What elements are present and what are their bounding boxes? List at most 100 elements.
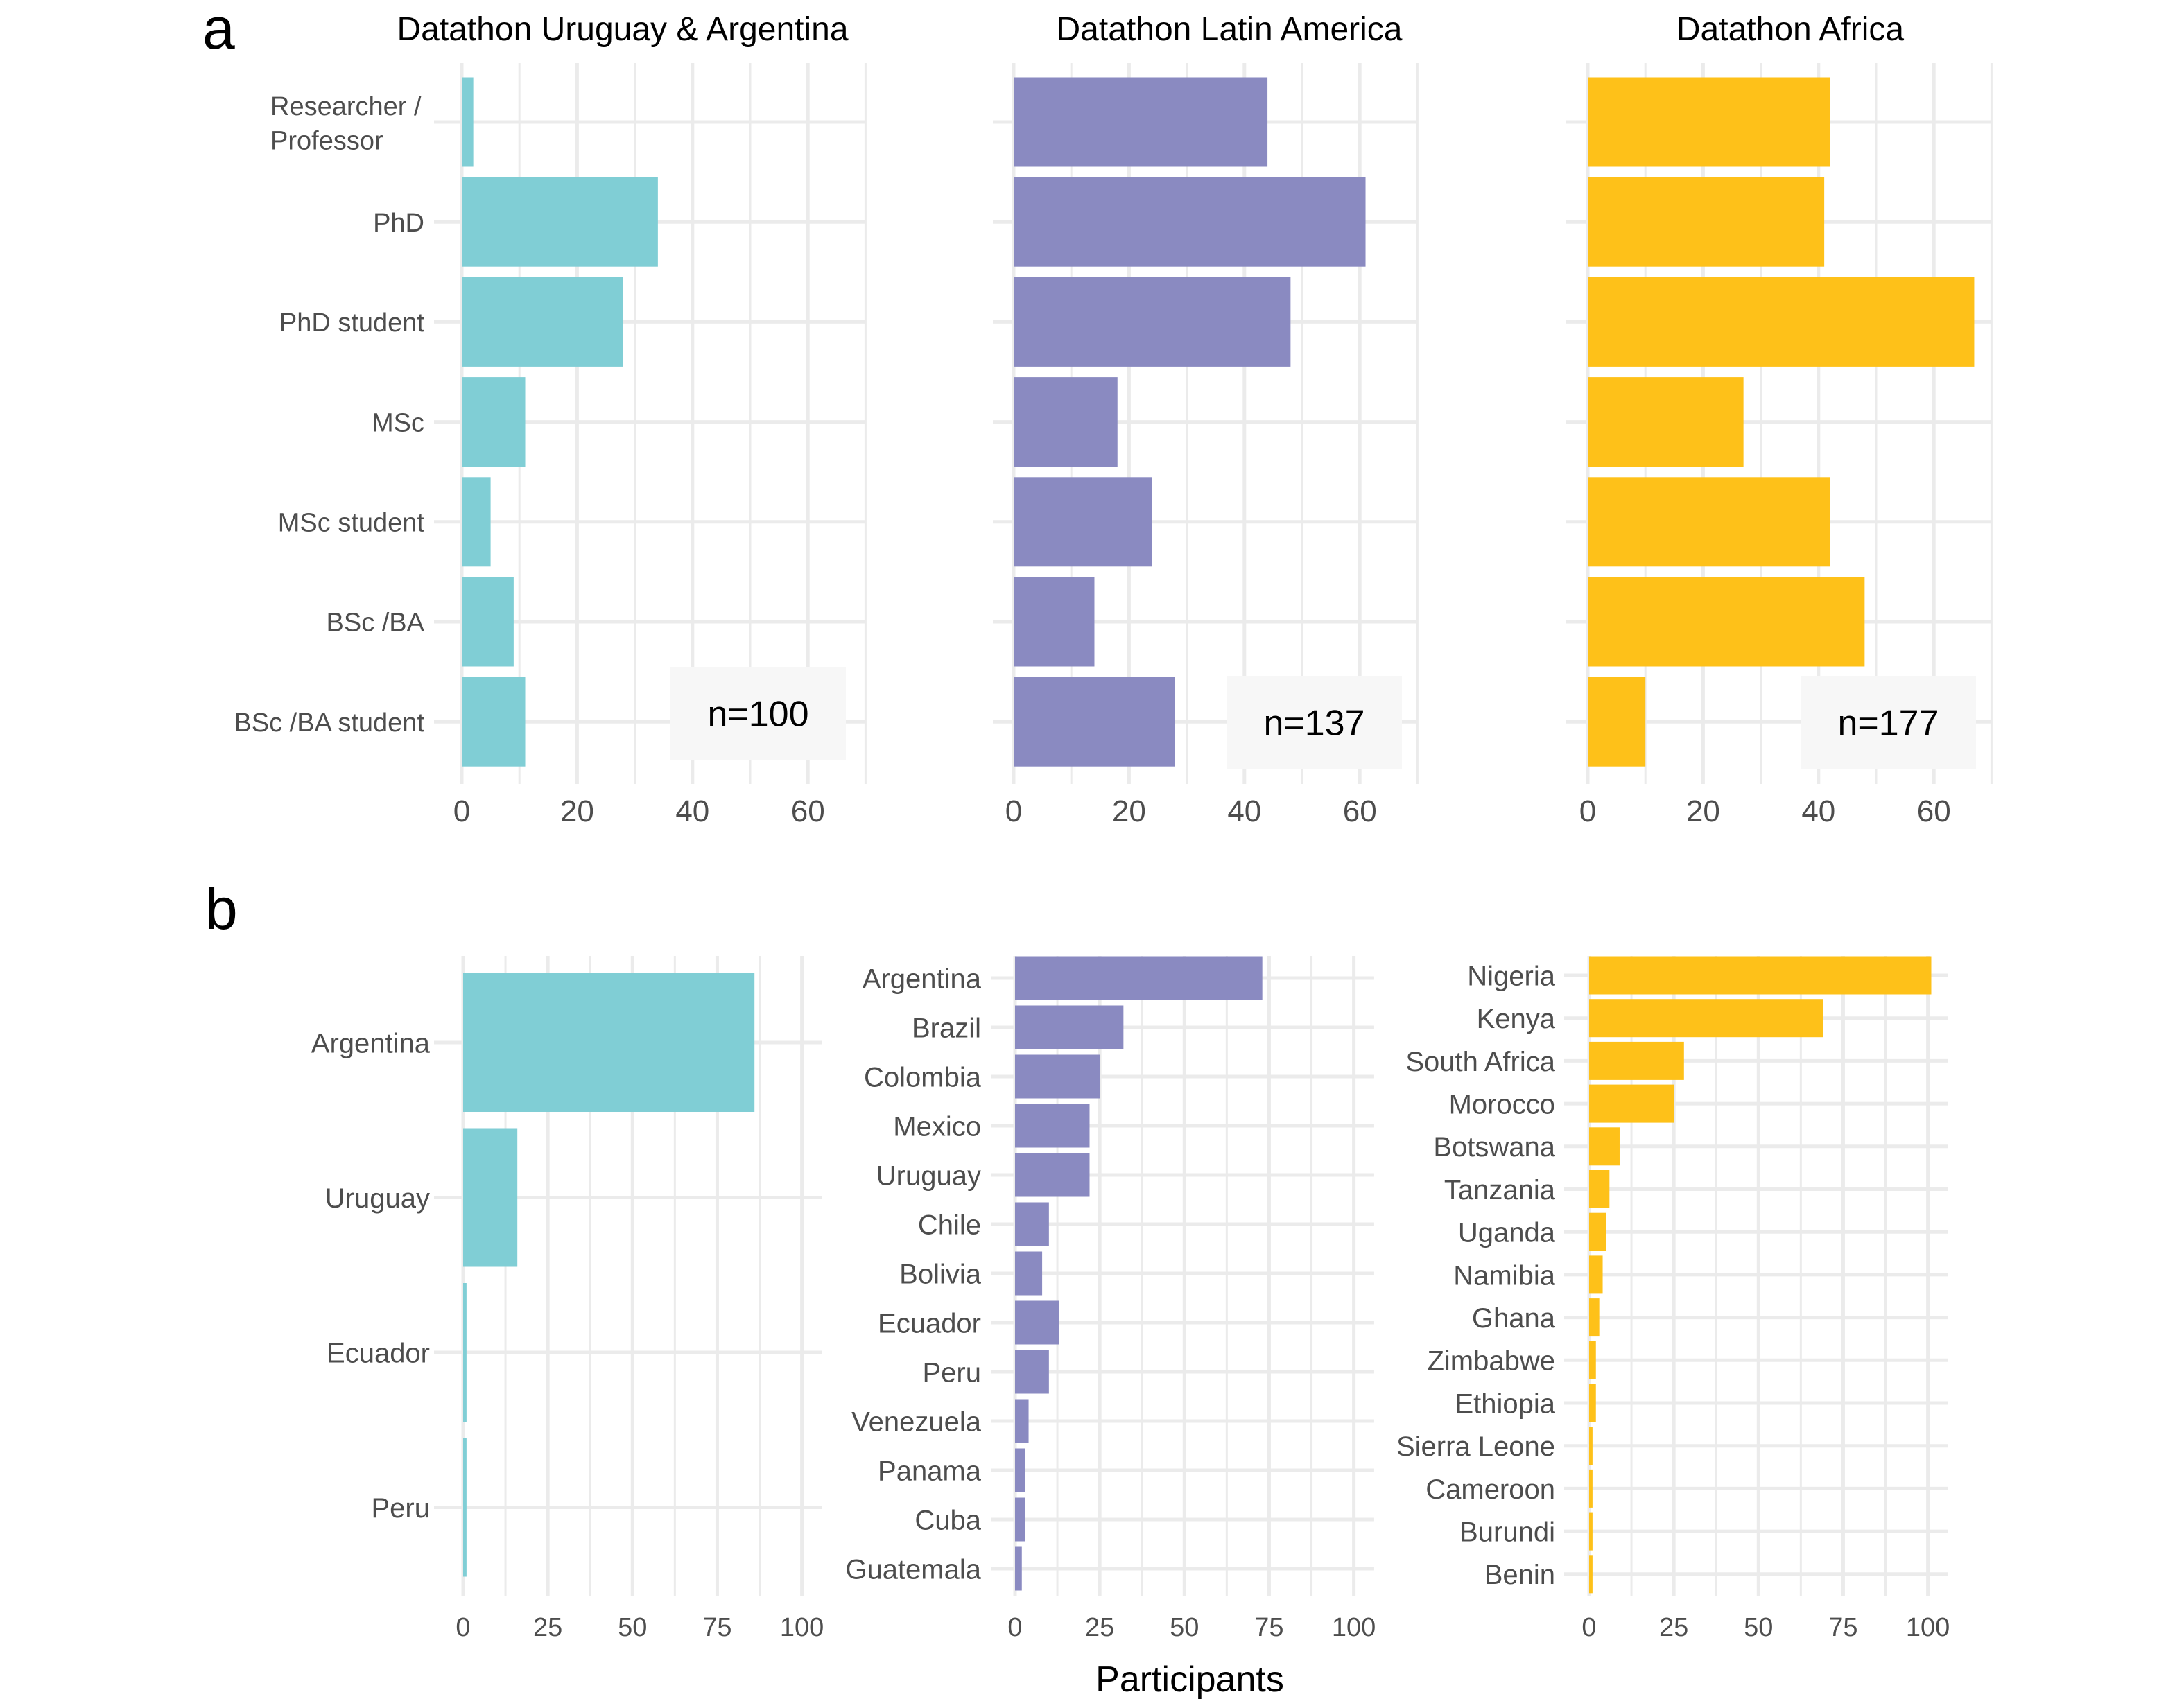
bar-msc-student [462,477,491,567]
x-tick-label: 75 [1828,1613,1857,1642]
x-tick-label: 40 [675,794,709,828]
category-label: Argentina [863,964,982,994]
bar-phd [462,177,658,267]
bar-phd [1588,177,1825,267]
bar-msc [462,377,526,467]
category-label: Ethiopia [1455,1388,1555,1419]
bar-cuba [1015,1497,1025,1542]
bar-south-africa [1589,1041,1684,1080]
category-label: Bolivia [899,1259,982,1289]
bar-argentina [1015,956,1263,1000]
x-tick-label: 25 [1659,1613,1688,1642]
bar-namibia [1589,1255,1603,1294]
x-tick-label: 20 [1112,794,1146,828]
bar-venezuela [1015,1399,1029,1443]
sample-size-label: n=177 [1837,704,1939,744]
bar-peru [463,1438,467,1577]
bar-botswana [1589,1127,1620,1166]
chart-4: Argentina Uruguay Ecuador Peru 0 25 50 75 100 [311,956,824,1642]
x-tick-label: 50 [1170,1613,1199,1642]
bar-ecuador [463,1283,467,1422]
x-tick-label: 0 [1007,1613,1022,1642]
category-label: MSc student [278,508,425,537]
category-label: Uruguay [325,1183,430,1214]
x-tick-label: 20 [1686,794,1720,828]
bar-bolivia [1015,1251,1043,1296]
bar-phd-student [462,277,623,367]
x-tick-label: 100 [1332,1613,1376,1642]
panel-label-a: a [202,0,235,61]
x-tick-label: 100 [780,1613,824,1642]
category-label: Uganda [1458,1218,1556,1248]
category-label: Panama [878,1456,982,1486]
category-label: Ecuador [878,1308,981,1339]
x-tick-label: 60 [1343,794,1377,828]
bar-uruguay [463,1128,518,1267]
annotation-box [1227,676,1402,769]
x-tick-label: 0 [456,1613,470,1642]
category-label: PhD [373,209,424,238]
bar-tanzania [1589,1170,1610,1208]
x-tick-label: 50 [1744,1613,1773,1642]
sample-size-label: n=100 [707,695,808,735]
category-label: Sierra Leone [1396,1431,1555,1462]
bar-chile [1015,1202,1049,1246]
panel-label-b: b [205,876,238,941]
chart-1: Researcher / Professor PhD PhD student MSc MS… [234,11,867,828]
annotation-box [1801,676,1976,769]
bar-researcher-professor [462,77,474,167]
bar-colombia [1015,1054,1100,1099]
x-tick-label: 0 [453,794,470,828]
category-label: Mexico [893,1111,981,1142]
category-label: Namibia [1453,1260,1555,1291]
category-label: MSc [372,408,424,437]
x-axis-label: Participants [1095,1659,1284,1699]
bar-msc-student [1014,477,1152,567]
bar-bsc-ba [1014,577,1095,667]
category-label: Ecuador [327,1338,430,1368]
x-tick-label: 20 [560,794,594,828]
category-label: Peru [372,1493,431,1524]
bar-uganda [1589,1212,1606,1251]
x-tick-label: 25 [533,1613,562,1642]
x-tick-label: 0 [1579,794,1596,828]
bar-brazil [1015,1005,1124,1049]
category-label: Peru [923,1357,982,1388]
x-tick-label: 40 [1227,794,1261,828]
category-label: Chile [918,1210,981,1240]
category-label: Cuba [915,1505,981,1535]
bar-panama [1015,1448,1025,1492]
category-label: Brazil [912,1013,981,1043]
bar-ghana [1589,1298,1600,1337]
chart-title: Datathon Africa [1676,11,1905,48]
bar-burundi [1589,1512,1593,1551]
bar-kenya [1589,999,1823,1038]
bar-guatemala [1015,1546,1022,1591]
bar-bsc-ba-student [1014,677,1175,767]
bar-msc [1588,377,1744,467]
bar-bsc-ba-student [462,677,526,767]
bar-peru [1015,1350,1049,1394]
category-label: BSc /BA student [234,708,424,738]
category-label-line: Professor [270,126,383,155]
chart-3: 0 20 40 60 Datathon Africa n=177 [1566,11,1993,828]
bar-nigeria [1589,956,1932,995]
x-tick-label: 60 [791,794,825,828]
bar-bsc-ba [462,577,514,667]
x-tick-label: 60 [1917,794,1951,828]
category-label: Nigeria [1467,961,1555,991]
bar-bsc-ba [1588,577,1865,667]
bar-msc [1014,377,1118,467]
category-label: Uruguay [876,1160,981,1191]
bar-bsc-ba-student [1588,677,1646,767]
charts: Researcher / Professor PhD PhD student MSc MS… [234,11,1993,1642]
category-label: Argentina [311,1028,431,1058]
category-label: PhD student [279,308,425,338]
bar-mexico [1015,1104,1090,1148]
bar-phd-student [1014,277,1291,367]
bar-argentina [463,973,755,1112]
x-tick-label: 0 [1581,1613,1596,1642]
category-label: Burundi [1459,1517,1555,1548]
chart-title: Datathon Latin America [1057,11,1403,48]
